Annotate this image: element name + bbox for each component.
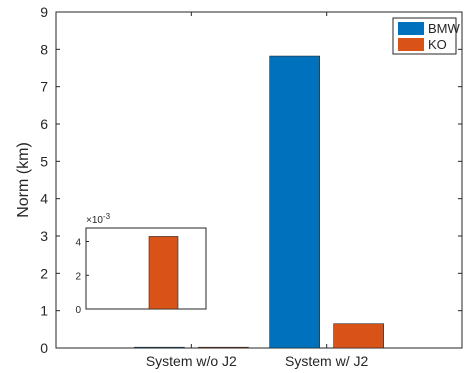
- y-axis-ticks: 0 1 2 3 4 5 6 7 8 9: [40, 4, 462, 356]
- y-tick-label: 8: [40, 41, 48, 57]
- x-tick-label: System w/o J2: [146, 353, 237, 369]
- inset-y-tick-label: 0: [75, 305, 81, 316]
- bar-bmw-1: [269, 55, 320, 349]
- bar-bmw-0: [134, 346, 185, 349]
- legend-label-ko: KO: [428, 37, 447, 52]
- y-tick-label: 0: [40, 340, 48, 356]
- bar-ko-1: [333, 323, 384, 349]
- inset-exponent-base: ×10: [86, 215, 103, 226]
- inset-exponent-label: ×10-3: [86, 212, 111, 226]
- legend: BMW KO: [392, 17, 461, 55]
- legend-swatch-bmw: [398, 22, 424, 35]
- y-tick-label: 4: [40, 191, 48, 207]
- x-tick-label: System w/ J2: [285, 353, 368, 369]
- legend-swatch-ko: [398, 38, 424, 51]
- y-tick-label: 5: [40, 153, 48, 169]
- inset-plot-area: [85, 227, 207, 310]
- y-axis-label: Norm (km): [15, 142, 32, 218]
- inset-y-tick-label: 4: [75, 238, 81, 249]
- y-tick-label: 2: [40, 265, 48, 281]
- legend-label-bmw: BMW: [428, 21, 461, 36]
- inset-chart: 0 2 4 ×10-3: [75, 212, 207, 316]
- inset-bars: [148, 236, 179, 310]
- y-tick-label: 3: [40, 228, 48, 244]
- inset-exponent-power: -3: [103, 212, 111, 221]
- y-tick-label: 9: [40, 4, 48, 20]
- inset-bar-ko: [148, 236, 179, 310]
- inset-y-axis-ticks: 0 2 4: [75, 238, 89, 316]
- plot-area: [55, 11, 463, 349]
- y-tick-label: 6: [40, 116, 48, 132]
- y-tick-label: 1: [40, 303, 48, 319]
- bars: [134, 55, 384, 349]
- x-axis-ticks: System w/o J2 System w/ J2: [146, 12, 368, 369]
- inset-y-tick-label: 2: [75, 271, 81, 282]
- y-tick-label: 7: [40, 79, 48, 95]
- bar-ko-0: [198, 346, 249, 349]
